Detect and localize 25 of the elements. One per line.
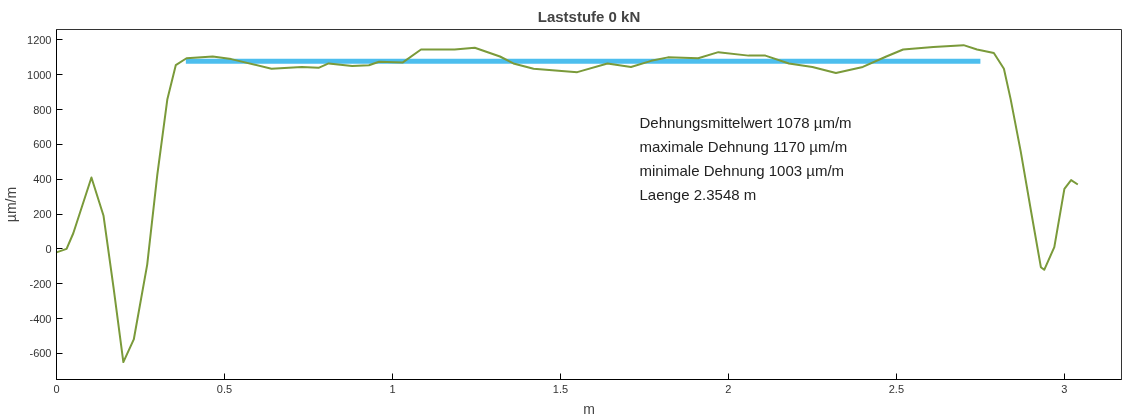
chart-title: Laststufe 0 kN: [537, 7, 641, 25]
y-tick-label: 800: [33, 103, 52, 116]
y-tick-label: 600: [33, 138, 52, 151]
y-tick-label: -600: [29, 347, 52, 360]
annotation: Dehnungsmittelwert 1078 µm/m: [639, 113, 852, 131]
x-tick-label: 2: [725, 382, 732, 395]
x-tick-label: 3: [1061, 382, 1068, 395]
x-tick-label: 0: [53, 382, 60, 395]
y-tick-label: 0: [45, 242, 52, 255]
x-tick-label: 2.5: [888, 382, 905, 395]
annotation: minimale Dehnung 1003 µm/m: [639, 161, 845, 179]
y-axis-title: µm/m: [3, 186, 20, 223]
y-tick-label: 1200: [27, 33, 52, 46]
x-axis-title: m: [583, 400, 595, 417]
x-tick-label: 0.5: [216, 382, 233, 395]
y-tick-label: -200: [29, 277, 52, 290]
y-tick-label: -400: [29, 312, 52, 325]
y-tick-label: 400: [33, 173, 52, 186]
line-series: [56, 44, 1079, 364]
y-tick-label: 200: [33, 208, 52, 221]
x-tick-label: 1.5: [552, 382, 569, 395]
annotation: Laenge 2.3548 m: [639, 185, 757, 203]
y-tick-label: 1000: [27, 68, 52, 81]
annotation: maximale Dehnung 1170 µm/m: [639, 137, 848, 155]
x-tick-label: 1: [389, 382, 396, 395]
